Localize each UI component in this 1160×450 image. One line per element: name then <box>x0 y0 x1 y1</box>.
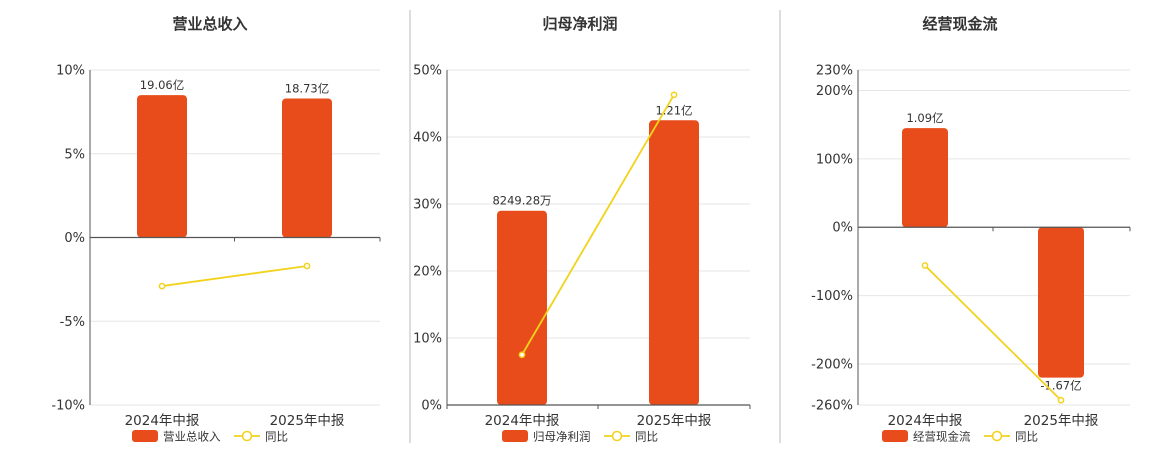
chart-2-yoy-point-0 <box>921 262 929 269</box>
chart-0-ytick-4: -10% <box>51 399 85 414</box>
chart-1-ytick-3: 20% <box>413 265 442 280</box>
chart-1-bar-1 <box>649 120 699 405</box>
chart-2-yoy-line <box>924 264 1062 401</box>
chart-0-bar-1 <box>282 98 332 238</box>
chart-1-ytick-1: 40% <box>413 131 442 146</box>
chart-0-yoy-point-0 <box>158 282 166 290</box>
chart-2-bar-0 <box>902 128 948 228</box>
chart-1-legend-bar-label: 归母净利润 <box>533 430 591 444</box>
chart-2-legend-bar-swatch <box>882 430 908 442</box>
chart-2-category-0: 2024年中报 <box>888 413 963 429</box>
chart-1-legend-line-label: 同比 <box>635 430 658 444</box>
chart-1-category-1: 2025年中报 <box>637 413 712 429</box>
chart-0-category-0: 2024年中报 <box>125 413 200 429</box>
chart-2-legend-line-marker <box>991 430 1003 442</box>
chart-2-bar-label-0: 1.09亿 <box>906 111 943 125</box>
chart-1-ytick-5: 0% <box>421 399 442 414</box>
chart-2-category-1: 2025年中报 <box>1024 413 1099 429</box>
chart-0-legend-line-marker <box>241 430 253 442</box>
chart-0-ytick-2: 0% <box>64 231 85 246</box>
chart-1-category-0: 2024年中报 <box>485 413 560 429</box>
chart-2-legend-bar-label: 经营现金流 <box>913 430 971 444</box>
chart-1-legend-bar-swatch <box>502 430 528 442</box>
chart-2-ytick-3: 0% <box>832 221 853 236</box>
chart-1-legend-line-marker <box>611 430 623 442</box>
chart-2-bar-1 <box>1038 227 1084 378</box>
chart-2-ytick-5: -200% <box>811 357 853 372</box>
chart-2-ytick-0: 230% <box>816 64 853 79</box>
chart-2-ytick-1: 200% <box>816 84 853 99</box>
chart-1-bar-0 <box>497 210 547 405</box>
chart-2-title: 经营现金流 <box>922 15 997 33</box>
chart-1-bar-label-1: 1.21亿 <box>655 103 692 117</box>
chart-1-yoy-line <box>521 94 675 356</box>
chart-2-legend-line-label: 同比 <box>1015 430 1038 444</box>
chart-2-ytick-2: 100% <box>816 152 853 167</box>
chart-1-title: 归母净利润 <box>542 15 617 33</box>
chart-0-bar-label-1: 18.73亿 <box>285 81 329 95</box>
chart-0-legend-line-label: 同比 <box>265 430 288 444</box>
chart-1-ytick-4: 10% <box>413 332 442 347</box>
chart-0-bar-label-0: 19.06亿 <box>140 78 184 92</box>
chart-1-yoy-point-0 <box>518 351 526 359</box>
chart-0-legend-bar-swatch <box>132 430 158 442</box>
chart-2-ytick-6: -260% <box>811 399 853 414</box>
chart-0-ytick-0: 10% <box>56 64 85 79</box>
chart-1-yoy-point-1 <box>670 91 678 99</box>
chart-1-bar-label-0: 8249.28万 <box>492 194 551 208</box>
chart-2-yoy-point-1 <box>1057 396 1065 404</box>
chart-0-yoy-line <box>161 265 308 287</box>
chart-0-ytick-1: 5% <box>64 147 85 162</box>
chart-0-legend-bar-label: 营业总收入 <box>163 430 221 444</box>
chart-1-ytick-2: 30% <box>413 198 442 213</box>
chart-0-bar-0 <box>137 95 187 238</box>
chart-0-title: 营业总收入 <box>172 15 247 33</box>
chart-0-ytick-3: -5% <box>60 315 85 330</box>
chart-0-yoy-point-1 <box>303 262 311 270</box>
chart-0-category-1: 2025年中报 <box>270 413 345 429</box>
chart-2-ytick-4: -100% <box>811 289 853 304</box>
chart-1-ytick-0: 50% <box>413 64 442 79</box>
